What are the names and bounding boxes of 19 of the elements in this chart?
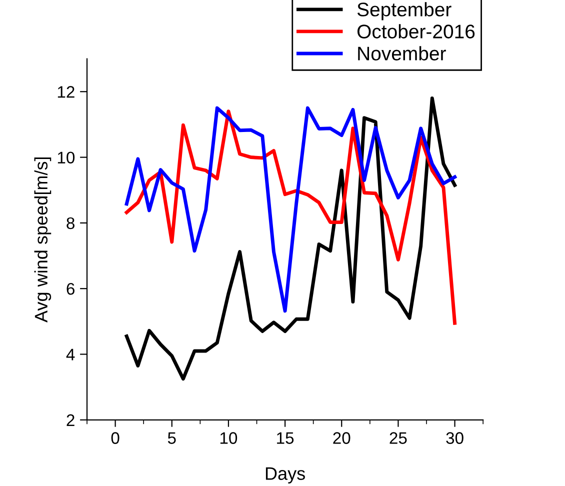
- x-tick-label: 15: [277, 432, 294, 444]
- x-tick-label: 10: [220, 432, 238, 444]
- x-tick-label: 30: [446, 432, 464, 444]
- line-series: [124, 96, 457, 381]
- y-tick-label: 4: [66, 348, 75, 360]
- y-axis-title: Avg wind speed[m/s]: [34, 158, 52, 322]
- legend-label: October-2016: [357, 24, 475, 38]
- x-tick-label: 20: [333, 432, 350, 444]
- y-tick-label: 2: [66, 414, 74, 426]
- legend-label: November: [358, 46, 446, 60]
- y-tick-label: 6: [66, 282, 74, 295]
- y-tick-label: 12: [58, 86, 74, 98]
- y-tick-label: 8: [66, 217, 74, 230]
- legend-label: September: [357, 2, 452, 20]
- x-tick-label: 25: [390, 432, 407, 444]
- x-tick-label: 5: [168, 432, 176, 444]
- x-axis-title: Days: [266, 467, 305, 484]
- x-tick-label: 0: [111, 432, 120, 444]
- y-tick-label: 10: [58, 152, 75, 164]
